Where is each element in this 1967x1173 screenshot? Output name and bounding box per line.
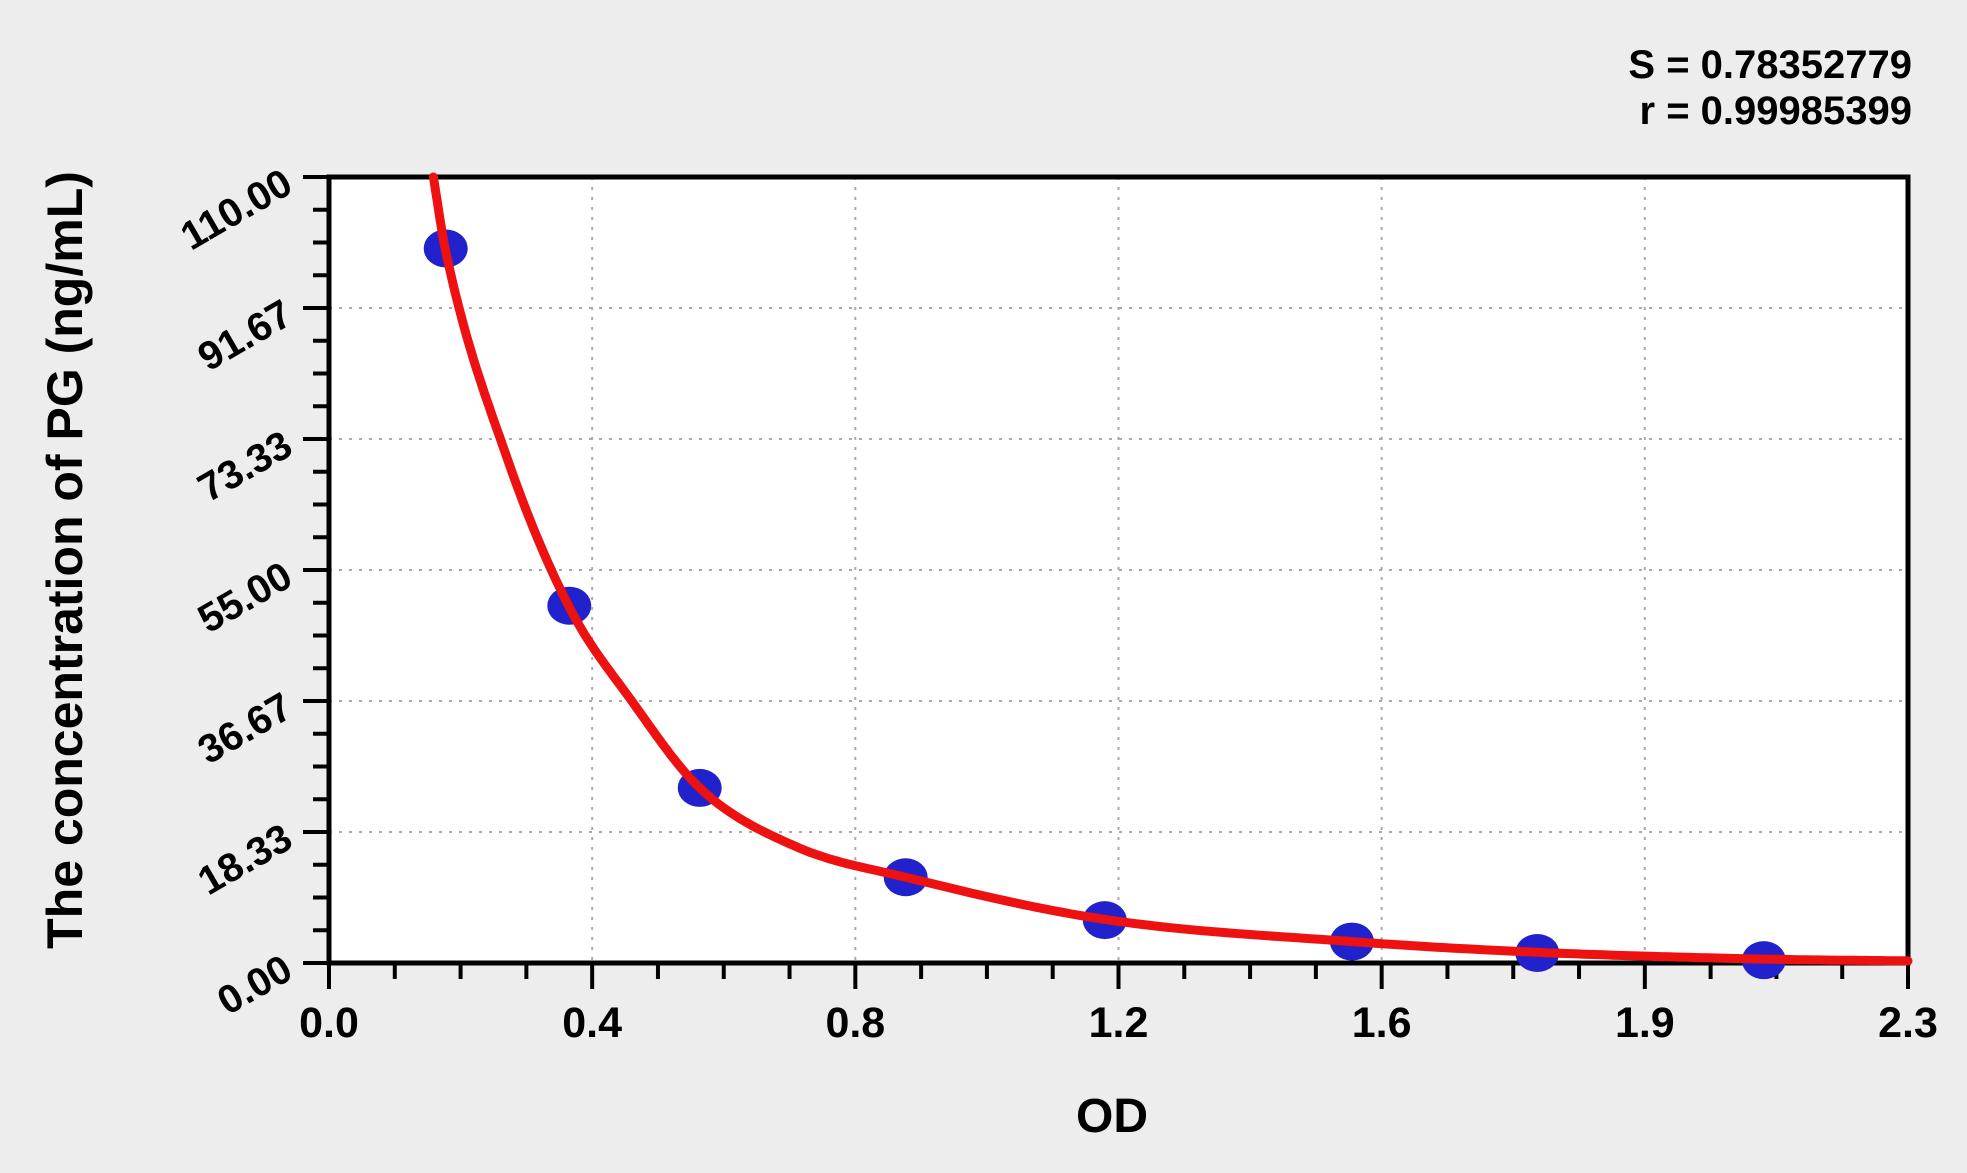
y-tick-label: 36.67	[191, 685, 300, 773]
y-tick-label: 18.33	[191, 816, 300, 904]
x-tick-label: 1.6	[1352, 999, 1412, 1047]
x-axis-title: OD	[1076, 1090, 1148, 1143]
axis-ticks	[303, 175, 1910, 989]
x-tick-label: 0.8	[825, 999, 885, 1047]
x-tick-label: 2.3	[1878, 999, 1938, 1047]
y-tick-label: 55.00	[191, 554, 300, 642]
plot-border	[326, 174, 1911, 966]
x-tick-label: 1.2	[1089, 999, 1149, 1047]
y-tick-label: 73.33	[191, 423, 300, 511]
gridlines	[329, 177, 1908, 963]
x-tick-label: 1.9	[1615, 999, 1675, 1047]
plot-area: 0.00 18.33 36.67 55.00 73.33 91.67 110.00 0.0 0.…	[173, 161, 1937, 1047]
x-tick-label: 0.0	[299, 999, 359, 1047]
y-tick-label: 91.67	[191, 292, 300, 380]
y-tick-label: 0.00	[210, 947, 299, 1024]
y-axis-title: The concentration of PG (ng/mL)	[37, 171, 93, 949]
r-value-label: r = 0.99985399	[1640, 89, 1912, 133]
s-value-label: S = 0.78352779	[1628, 43, 1912, 87]
fit-curve	[428, 172, 1913, 966]
y-tick-label: 110.00	[173, 161, 299, 259]
stats-annotation: S = 0.78352779 r = 0.99985399	[1628, 43, 1912, 133]
x-tick-label: 0.4	[562, 999, 622, 1047]
